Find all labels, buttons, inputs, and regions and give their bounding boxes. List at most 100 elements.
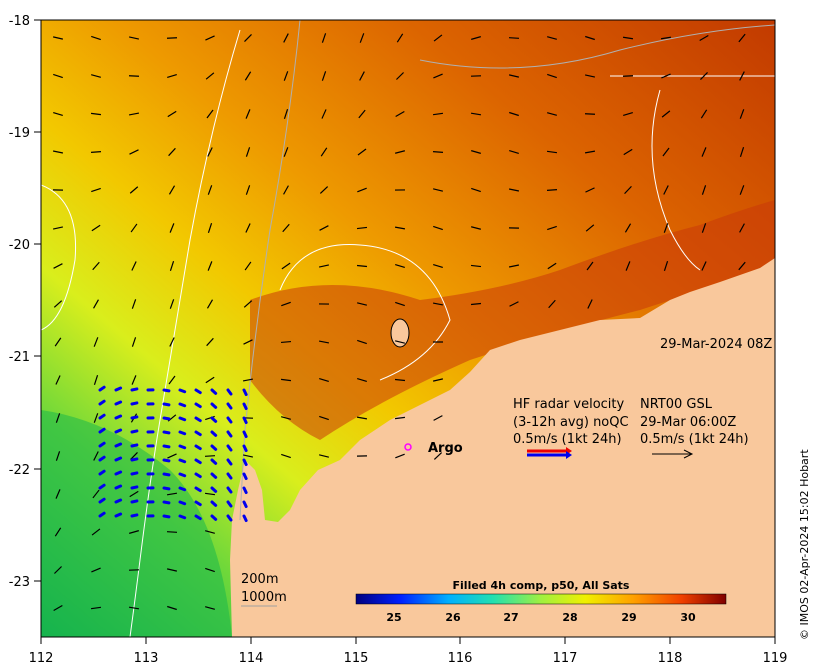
- radar-vector: [242, 514, 248, 523]
- current-arrow: [281, 262, 291, 270]
- current-arrow: [623, 112, 633, 116]
- current-arrow: [205, 567, 215, 573]
- radar-vector: [178, 430, 187, 436]
- current-arrow: [585, 187, 595, 193]
- colorbar-tick: 29: [621, 611, 636, 624]
- current-arrow: [244, 34, 252, 42]
- current-arrow: [394, 226, 406, 230]
- current-arrow: [131, 375, 137, 385]
- current-arrow: [129, 186, 139, 194]
- current-arrow: [128, 36, 140, 40]
- current-arrow: [283, 109, 289, 119]
- radar-vector: [210, 458, 218, 465]
- radar-vector: [210, 500, 218, 507]
- current-arrow: [130, 451, 138, 461]
- current-arrow: [508, 188, 520, 192]
- current-arrow: [739, 71, 745, 81]
- lat-axis: -18 -19 -20 -21 -22 -23: [9, 14, 41, 590]
- current-arrow: [319, 186, 329, 194]
- radar-vector: [114, 428, 123, 434]
- radar-vector: [130, 387, 139, 392]
- current-arrow: [433, 73, 443, 79]
- current-arrow: [321, 33, 327, 43]
- current-arrow: [432, 188, 444, 192]
- colorbar: Filled 4h comp, p50, All Sats 25 26 27 2…: [355, 579, 727, 624]
- current-arrow: [55, 451, 61, 461]
- current-arrow: [395, 150, 405, 154]
- current-arrow: [395, 111, 405, 117]
- current-arrow: [663, 185, 669, 195]
- current-arrow: [358, 109, 366, 119]
- current-arrow: [91, 187, 101, 193]
- current-arrow: [207, 261, 213, 271]
- argo-marker: [404, 443, 412, 451]
- radar-vector: [162, 500, 171, 505]
- radar-vector: [242, 430, 248, 439]
- radar-vector: [178, 514, 187, 520]
- current-arrow: [245, 185, 251, 195]
- current-arrow: [318, 454, 330, 458]
- current-arrow: [701, 185, 707, 195]
- current-arrow: [432, 112, 444, 116]
- colorbar-gradient: [355, 593, 727, 605]
- current-arrow: [283, 147, 289, 157]
- current-arrow: [739, 109, 745, 119]
- legend-line3-right: 0.5m/s (1kt 24h): [640, 432, 749, 447]
- current-arrow: [357, 339, 367, 345]
- current-arrow: [701, 223, 707, 233]
- radar-vector: [162, 472, 171, 477]
- current-arrow: [54, 527, 62, 537]
- current-arrow: [547, 73, 557, 79]
- legend-line2-left: (3-12h avg) noQC: [513, 415, 629, 430]
- current-arrow: [90, 151, 102, 153]
- current-arrow: [207, 147, 213, 157]
- current-arrow: [205, 606, 215, 610]
- current-arrow: [663, 261, 669, 271]
- radar-vector: [114, 400, 123, 406]
- radar-vector: [130, 443, 139, 448]
- current-arrow: [623, 148, 633, 156]
- current-arrow: [357, 302, 367, 306]
- radar-vector: [226, 402, 233, 410]
- current-arrow: [700, 109, 708, 119]
- current-arrow: [93, 299, 99, 309]
- current-arrow: [661, 73, 671, 79]
- current-arrow: [547, 262, 557, 270]
- radar-vector: [242, 472, 248, 481]
- current-arrow: [53, 300, 63, 308]
- contour-1000-label: 1000m: [241, 590, 287, 605]
- current-arrow: [508, 74, 520, 78]
- current-arrow: [93, 451, 99, 461]
- radar-vector: [242, 444, 248, 453]
- current-arrow: [166, 37, 178, 39]
- radar-vector: [210, 514, 218, 521]
- colorbar-tick: 25: [386, 611, 401, 624]
- radar-vector: [162, 514, 171, 519]
- current-arrow: [356, 226, 368, 230]
- current-arrow: [166, 492, 178, 496]
- current-arrow: [701, 261, 707, 271]
- radar-vector: [98, 455, 106, 462]
- radar-vector: [194, 430, 202, 437]
- radar-vector: [114, 470, 123, 476]
- current-arrow: [356, 264, 368, 268]
- current-arrow: [131, 299, 137, 309]
- current-arrow: [244, 71, 252, 81]
- hf-radar-vectors: [98, 385, 248, 523]
- lat-tick-label: -23: [9, 575, 30, 590]
- current-arrow: [131, 261, 137, 271]
- current-arrow: [396, 33, 404, 43]
- current-arrow: [205, 376, 215, 384]
- current-arrow: [53, 73, 63, 79]
- current-arrow: [52, 36, 64, 40]
- radar-vector: [242, 486, 248, 495]
- current-arrow: [433, 225, 443, 231]
- current-arrow: [396, 72, 404, 80]
- current-arrow: [129, 490, 139, 498]
- colorbar-title: Filled 4h comp, p50, All Sats: [453, 579, 630, 592]
- current-arrow: [662, 147, 670, 157]
- current-arrow: [54, 566, 62, 574]
- contour-line: [129, 29, 241, 637]
- contour-line: [419, 24, 775, 69]
